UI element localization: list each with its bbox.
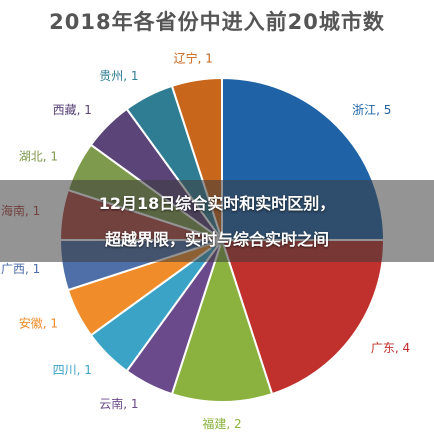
slice-label-10: 贵州, 1 xyxy=(99,69,138,83)
slice-label-9: 西藏, 1 xyxy=(53,103,92,117)
pie-slice-2 xyxy=(170,236,274,403)
slice-label-2: 福建, 2 xyxy=(202,416,241,431)
slice-label-5: 安徽, 1 xyxy=(19,316,58,331)
slice-label-3: 云南, 1 xyxy=(99,396,138,411)
overlay-headline-line-2: 超越界限，实时与综合实时之间 xyxy=(104,230,329,249)
slice-label-0: 浙江, 5 xyxy=(352,103,391,117)
text-overlay-band xyxy=(0,180,434,262)
slice-label-6: 广西, 1 xyxy=(1,262,40,276)
chart-title: 2018年各省份中进入前20城市数 xyxy=(49,10,385,34)
slice-label-1: 广东, 4 xyxy=(371,341,410,355)
slice-label-8: 湖北, 1 xyxy=(19,148,58,163)
slice-label-11: 辽宁, 1 xyxy=(174,50,213,65)
slice-label-4: 四川, 1 xyxy=(53,363,92,377)
overlay-headline-line-1: 12月18日综合实时和实时区别， xyxy=(98,194,336,213)
